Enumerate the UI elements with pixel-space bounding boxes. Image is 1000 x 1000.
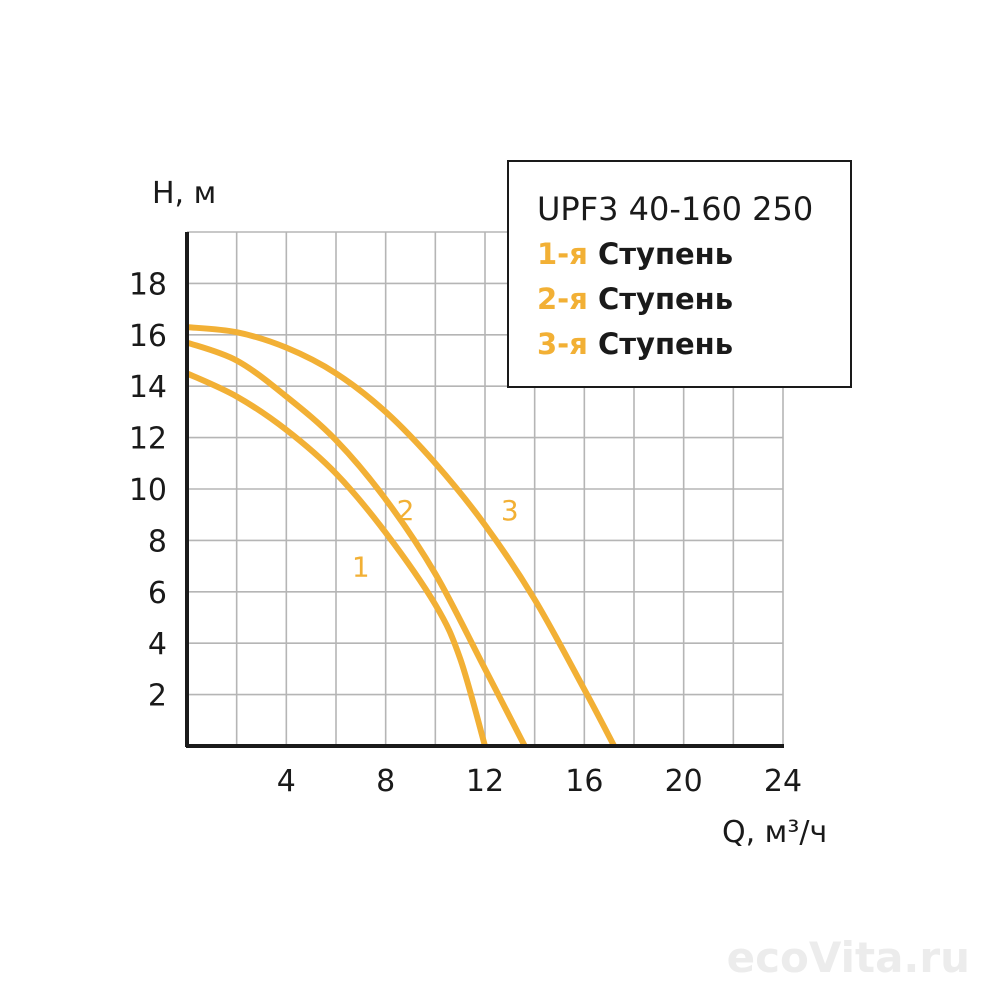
- y-tick-label: 16: [129, 319, 167, 354]
- legend-item-2: 2-я Ступень: [537, 282, 733, 316]
- y-tick-label: 6: [148, 576, 167, 611]
- legend-item-3-number: 3-я: [537, 327, 588, 361]
- y-tick-label: 2: [148, 679, 167, 714]
- legend-item-1-number: 1-я: [537, 237, 588, 271]
- y-axis-label: H, м: [152, 176, 216, 211]
- legend-item-3: 3-я Ступень: [537, 327, 733, 361]
- pump-curves: [185, 324, 617, 748]
- curve-label-3: 3: [501, 494, 519, 527]
- x-axis-label: Q, м³/ч: [722, 815, 827, 850]
- legend-title: UPF3 40-160 250: [537, 190, 814, 228]
- curve-2: [185, 339, 528, 748]
- legend-item-2-number: 2-я: [537, 282, 588, 316]
- y-tick-label: 14: [129, 370, 167, 405]
- curve-labels: 12 3: [352, 494, 519, 584]
- legend-item-2-label: Ступень: [597, 282, 734, 316]
- y-tick-label: 12: [129, 422, 167, 457]
- curve-label-1: 1: [352, 550, 370, 583]
- curve-label-2: 2: [397, 494, 415, 527]
- x-tick-label: 8: [376, 764, 395, 799]
- legend-item-1-label: Ступень: [597, 237, 734, 271]
- curve-3: [186, 324, 617, 748]
- y-tick-label: 18: [129, 267, 167, 302]
- x-tick-label: 12: [466, 764, 504, 799]
- legend-item-1: 1-я Ступень: [537, 237, 733, 271]
- x-tick-label: 16: [565, 764, 603, 799]
- legend-box: UPF3 40-160 250 1-я Ступень 2-я Ступень …: [507, 160, 852, 388]
- y-tick-label: 10: [129, 473, 167, 508]
- legend-item-3-label: Ступень: [597, 327, 734, 361]
- x-tick-label: 24: [764, 764, 802, 799]
- curve-1: [185, 370, 488, 747]
- x-tick-label: 4: [277, 764, 296, 799]
- y-tick-label: 8: [148, 524, 167, 559]
- y-tick-label: 4: [148, 627, 167, 662]
- x-tick-label: 20: [665, 764, 703, 799]
- watermark: ecoVita.ru: [726, 933, 970, 982]
- axes: [185, 232, 784, 748]
